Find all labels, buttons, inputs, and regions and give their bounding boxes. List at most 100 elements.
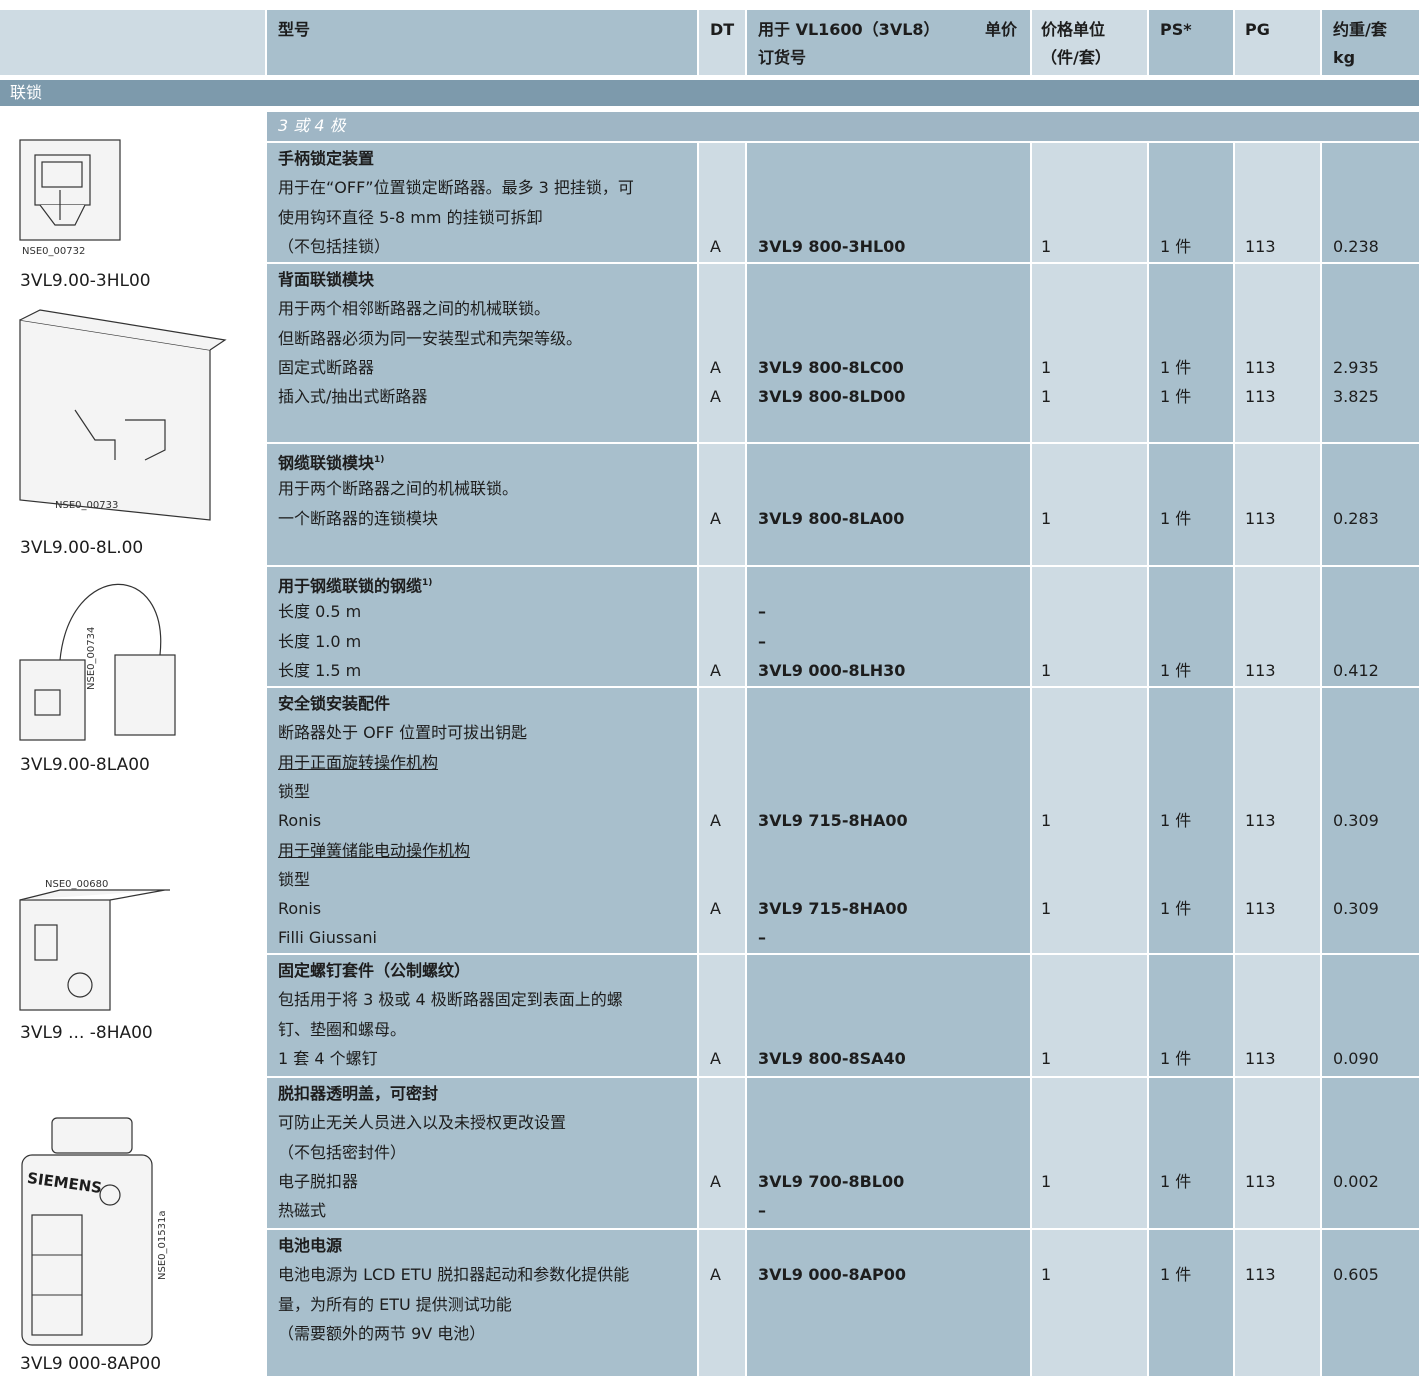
- cell: [1322, 955, 1419, 1076]
- line-text: 锁型: [278, 781, 311, 801]
- weight: 3.825: [1333, 387, 1379, 407]
- pg: 113: [1245, 387, 1276, 407]
- pg: 113: [1245, 508, 1276, 528]
- cell: [1149, 688, 1233, 953]
- ps: 1 件: [1160, 660, 1192, 680]
- line-text: 使用钩环直径 5-8 mm 的挂锁可拆卸: [278, 207, 543, 227]
- cell: [1235, 444, 1320, 565]
- weight: 0.605: [1333, 1265, 1379, 1285]
- pg: 113: [1245, 1265, 1276, 1285]
- unit: 1: [1041, 660, 1052, 680]
- line-text: 用于正面旋转操作机构: [278, 752, 439, 772]
- header: PG: [1245, 20, 1270, 39]
- cell: [1235, 688, 1320, 953]
- line-text: 一个断路器的连锁模块: [278, 508, 439, 528]
- cell: [1322, 444, 1419, 565]
- group-title: 用于钢缆联锁的钢缆1): [278, 576, 433, 596]
- image-code: NSE0_00733: [55, 500, 119, 511]
- cell: [699, 1078, 745, 1228]
- pg: 113: [1245, 357, 1276, 377]
- cell: [1322, 688, 1419, 953]
- header: 订货号: [758, 48, 807, 67]
- unit: 1: [1041, 508, 1052, 528]
- header-cell: [1149, 10, 1233, 75]
- line-text: 长度 1.5 m: [278, 660, 362, 680]
- cell: [1322, 1230, 1419, 1376]
- ps: 1 件: [1160, 899, 1192, 919]
- line-text: 长度 0.5 m: [278, 602, 362, 622]
- cell: [267, 955, 697, 1076]
- cell: [1235, 1078, 1320, 1228]
- unit: 1: [1041, 236, 1052, 256]
- subsection-title: 3 或 4 极: [278, 116, 346, 135]
- cell: [747, 1230, 1030, 1376]
- image-caption: 3VL9.00-8LA00: [20, 755, 150, 775]
- cell: [699, 567, 745, 686]
- header: 单价: [985, 20, 1018, 39]
- order: –: [758, 1201, 766, 1221]
- cell: [1235, 1230, 1320, 1376]
- line-text: 但断路器必须为同一安装型式和壳架等级。: [278, 328, 583, 348]
- cell: [1235, 264, 1320, 442]
- pg: 113: [1245, 899, 1276, 919]
- cell: [267, 567, 697, 686]
- dt: A: [710, 1171, 721, 1191]
- group-title: 脱扣器透明盖，可密封: [278, 1084, 439, 1103]
- cell: [1032, 143, 1147, 262]
- subsection-row: [267, 112, 1419, 141]
- group-title: 钢缆联锁模块1): [278, 453, 385, 473]
- cell: [699, 264, 745, 442]
- dt: A: [710, 236, 721, 256]
- cell: [747, 1078, 1030, 1228]
- pg: 113: [1245, 660, 1276, 680]
- cell: [1322, 567, 1419, 686]
- header-cell: [699, 10, 745, 75]
- weight: 0.309: [1333, 811, 1379, 831]
- order: 3VL9 800-8SA40: [758, 1048, 906, 1068]
- cell: [1235, 567, 1320, 686]
- cell: [267, 688, 697, 953]
- dt: A: [710, 357, 721, 377]
- cell: [1149, 444, 1233, 565]
- line-text: 锁型: [278, 869, 311, 889]
- dt: A: [710, 1265, 721, 1285]
- line-text: 用于两个相邻断路器之间的机械联锁。: [278, 299, 551, 319]
- line-text: Ronis: [278, 811, 322, 831]
- line-text: 热磁式: [278, 1201, 327, 1221]
- footnote: 1): [422, 578, 433, 588]
- order: 3VL9 715-8HA00: [758, 899, 908, 919]
- line-text: 量，为所有的 ETU 提供测试功能: [278, 1294, 512, 1314]
- header-cell: [267, 10, 697, 75]
- cell: [699, 444, 745, 565]
- cell: [747, 143, 1030, 262]
- unit: 1: [1041, 1048, 1052, 1068]
- cell: [747, 567, 1030, 686]
- ps: 1 件: [1160, 1171, 1192, 1191]
- cell: [1322, 143, 1419, 262]
- order: –: [758, 631, 766, 651]
- ps: 1 件: [1160, 1048, 1192, 1068]
- cell: [1149, 143, 1233, 262]
- cell: [267, 264, 697, 442]
- image-caption: 3VL9 000-8AP00: [20, 1354, 162, 1374]
- line-text: 电池电源为 LCD ETU 脱扣器起动和参数化提供能: [278, 1265, 630, 1285]
- dt: A: [710, 811, 721, 831]
- unit: 1: [1041, 357, 1052, 377]
- line-text: （需要额外的两节 9V 电池）: [278, 1323, 486, 1343]
- pg: 113: [1245, 1048, 1276, 1068]
- group-title: 背面联锁模块: [278, 270, 375, 289]
- weight: 0.090: [1333, 1048, 1379, 1068]
- cell: [699, 688, 745, 953]
- weight: 0.309: [1333, 899, 1379, 919]
- header-cell: [0, 10, 265, 75]
- cell: [1149, 1230, 1233, 1376]
- image-code: NSE0_00734: [86, 626, 97, 690]
- order: 3VL9 800-8LC00: [758, 357, 904, 377]
- cell: [699, 143, 745, 262]
- image-code: NSE0_00680: [45, 879, 109, 890]
- cell: [1032, 567, 1147, 686]
- cell: [1322, 264, 1419, 442]
- group-title: 固定螺钉套件（公制螺纹）: [278, 961, 471, 980]
- image-caption: 3VL9.00-3HL00: [20, 271, 151, 291]
- footnote: 1): [374, 455, 385, 465]
